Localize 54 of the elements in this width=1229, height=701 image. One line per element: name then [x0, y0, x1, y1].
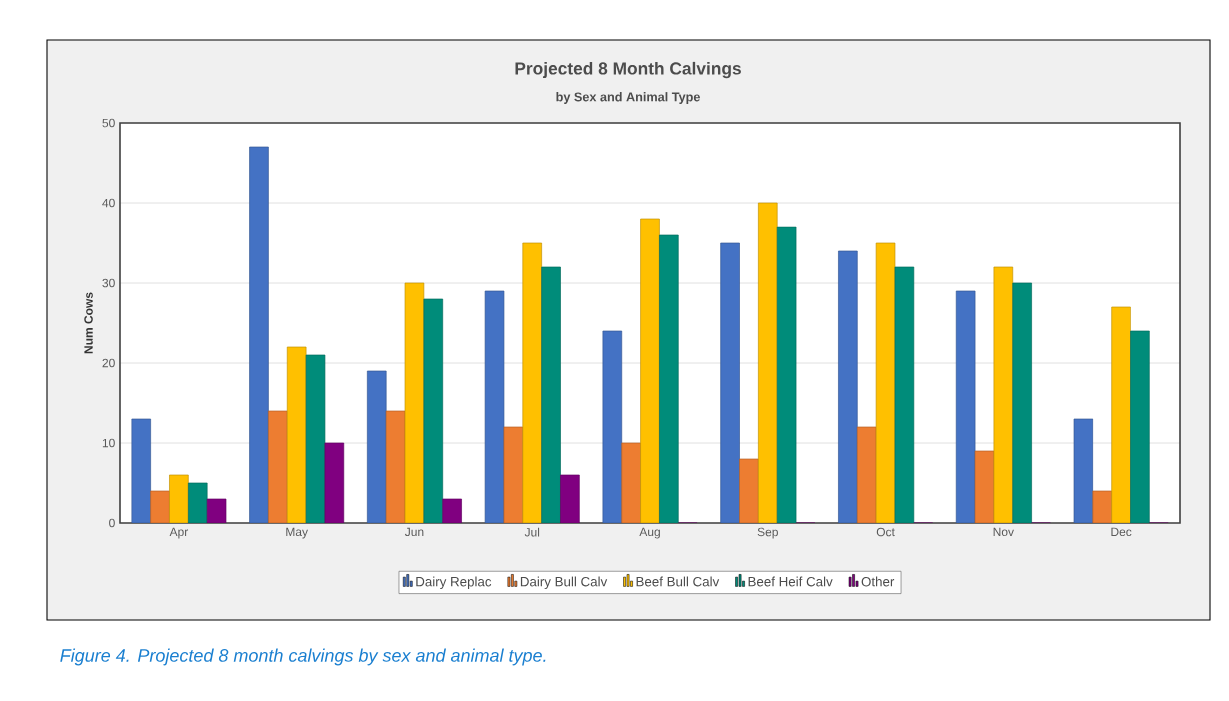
bar: [404, 282, 425, 524]
bar: [659, 234, 679, 524]
bar: [131, 418, 151, 524]
bar: [541, 266, 561, 524]
bar: [484, 290, 505, 524]
bar: [1092, 490, 1113, 524]
x-tick-label: May: [286, 527, 308, 539]
chart-subtitle: by Sex and Animal Type: [556, 92, 700, 104]
bar: [286, 346, 307, 524]
bar: [560, 474, 580, 524]
bar: [875, 242, 896, 524]
x-tick-label: Sep: [757, 527, 778, 539]
bar: [1111, 306, 1131, 524]
bar: [522, 242, 542, 524]
bar: [776, 226, 797, 524]
x-tick-label: Jun: [404, 527, 424, 537]
y-tick-label: 20: [102, 358, 115, 368]
bar: [720, 242, 740, 524]
legend-label: Beef Bull Calv: [636, 576, 720, 587]
bar: [640, 218, 660, 524]
bar: [249, 146, 269, 524]
x-tick-label: Jul: [524, 527, 540, 537]
chart-title: Projected 8 Month Calvings: [515, 61, 741, 79]
legend-label: Dairy Bull Calv: [520, 576, 608, 590]
bar: [955, 290, 976, 524]
bar: [1130, 330, 1150, 524]
bar: [838, 250, 858, 524]
x-tick-label: Aug: [639, 527, 660, 539]
bar: [621, 442, 641, 524]
y-tick-label: 0: [109, 518, 115, 528]
y-axis-title: Num Cows: [84, 292, 93, 354]
y-tick-label: 30: [102, 278, 115, 288]
x-tick-label: Oct: [876, 527, 895, 537]
bar: [150, 490, 170, 524]
bar: [739, 458, 759, 524]
legend-label: Beef Heif Calv: [748, 576, 833, 587]
legend-label: Dairy Replac: [416, 576, 492, 590]
legend-label: Other: [861, 576, 895, 587]
y-tick-label: 40: [102, 198, 115, 208]
x-tick-label: Nov: [993, 527, 1014, 537]
y-tick-label: 10: [102, 438, 115, 448]
caption: Figure 4. Projected 8 month calvings by sex and animal type.: [60, 648, 546, 666]
bar: [993, 266, 1014, 524]
bar: [758, 202, 778, 524]
bar: [367, 370, 387, 524]
y-tick-label: 50: [102, 118, 115, 128]
bar: [268, 410, 288, 524]
x-tick-label: Apr: [169, 527, 189, 539]
bar: [1012, 282, 1032, 524]
bar: [187, 482, 208, 524]
bar: [169, 474, 189, 524]
bar: [602, 330, 623, 524]
bar: [1073, 418, 1094, 524]
x-tick-label: Dec: [1111, 527, 1132, 537]
